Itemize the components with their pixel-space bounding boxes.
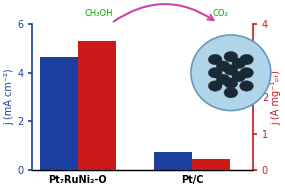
Y-axis label: j (A mg⁻¹ₚₜ): j (A mg⁻¹ₚₜ) [271, 70, 281, 125]
Text: CH₃OH: CH₃OH [85, 9, 113, 18]
Bar [192, 159, 230, 170]
Bar [40, 57, 78, 170]
Bar [154, 153, 192, 170]
Bar [78, 41, 116, 170]
Y-axis label: j (mA cm⁻²): j (mA cm⁻²) [4, 69, 14, 125]
Text: CO₂: CO₂ [213, 9, 229, 18]
